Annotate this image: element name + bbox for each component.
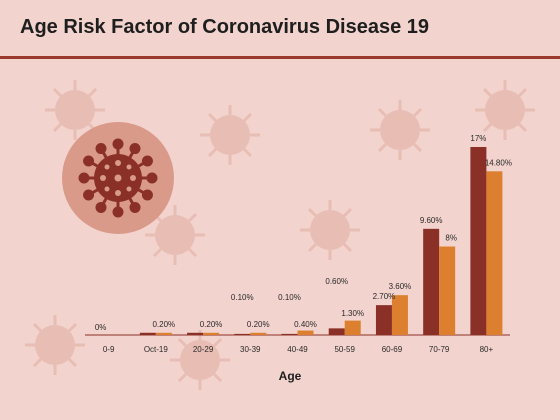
x-tick-label: 20-29 xyxy=(193,345,214,354)
data-label-series-2-80+: 14.80% xyxy=(485,158,512,167)
data-label-series-1-40-49: 0.10% xyxy=(278,293,301,302)
data-label-series-2-50-59: 1.30% xyxy=(341,309,364,318)
data-label-series-2-70-79: 8% xyxy=(445,234,457,243)
bar-series-1-40-49 xyxy=(281,333,298,335)
data-label-series-1-0-9: 0% xyxy=(95,323,107,332)
virus-emblem xyxy=(62,122,174,234)
data-label-series-2-Oct-19: 0.20% xyxy=(152,320,175,329)
bar-series-2-80+ xyxy=(486,171,503,335)
x-axis-title: Age xyxy=(279,369,302,383)
page-title: Age Risk Factor of Coronavirus Disease 1… xyxy=(20,16,430,38)
bar-series-1-Oct-19 xyxy=(139,332,156,335)
x-tick-label: 40-49 xyxy=(287,345,308,354)
bar-series-2-20-29 xyxy=(203,332,220,335)
data-label-series-2-20-29: 0.20% xyxy=(200,320,223,329)
bar-series-1-60-69 xyxy=(375,305,392,335)
bar-series-2-30-39 xyxy=(250,332,267,335)
x-tick-label: Oct-19 xyxy=(144,345,169,354)
bar-series-1-80+ xyxy=(470,147,487,335)
bar-series-2-70-79 xyxy=(439,246,456,335)
data-label-series-2-40-49: 0.40% xyxy=(294,320,317,329)
data-label-series-1-60-69: 2.70% xyxy=(373,292,396,301)
virus-icon xyxy=(78,138,158,218)
data-label-series-2-30-39: 0.20% xyxy=(247,320,270,329)
bar-series-2-50-59 xyxy=(344,320,361,335)
x-tick-label: 80+ xyxy=(480,345,494,354)
title-divider xyxy=(0,56,560,59)
bar-series-1-50-59 xyxy=(328,328,345,335)
data-label-series-2-60-69: 3.60% xyxy=(389,282,412,291)
data-label-series-1-50-59: 0.60% xyxy=(325,277,348,286)
x-tick-label: 70-79 xyxy=(429,345,450,354)
data-label-series-1-30-39: 0.10% xyxy=(231,293,254,302)
data-label-series-1-80+: 17% xyxy=(470,134,486,143)
x-tick-label: 60-69 xyxy=(382,345,403,354)
x-tick-label: 0-9 xyxy=(103,345,115,354)
bar-series-2-Oct-19 xyxy=(155,332,172,335)
bar-series-1-20-29 xyxy=(187,332,204,335)
bar-series-1-30-39 xyxy=(234,333,251,335)
bar-series-2-60-69 xyxy=(391,295,408,335)
x-tick-label: 50-59 xyxy=(334,345,355,354)
bar-series-2-40-49 xyxy=(297,330,314,335)
data-label-series-1-70-79: 9.60% xyxy=(420,216,443,225)
x-tick-label: 30-39 xyxy=(240,345,261,354)
bar-series-1-70-79 xyxy=(423,228,440,335)
